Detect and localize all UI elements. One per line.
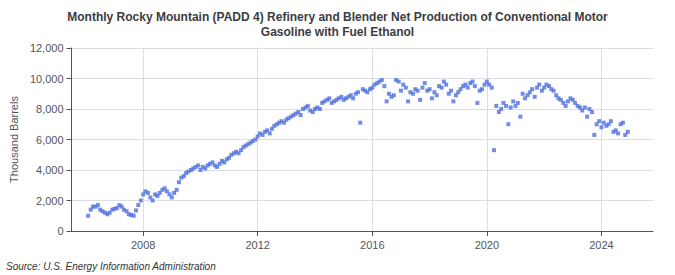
svg-text:10,000: 10,000: [30, 73, 64, 85]
svg-text:2012: 2012: [245, 239, 269, 251]
svg-text:Thousand Barrels: Thousand Barrels: [8, 96, 20, 183]
svg-text:Source: U.S. Energy Informatio: Source: U.S. Energy Information Administ…: [6, 261, 216, 272]
svg-text:0: 0: [57, 225, 63, 237]
svg-text:Gasoline with Fuel Ethanol: Gasoline with Fuel Ethanol: [261, 25, 414, 39]
svg-text:2016: 2016: [360, 239, 384, 251]
svg-text:2008: 2008: [131, 239, 155, 251]
svg-text:Monthly Rocky Mountain (PADD 4: Monthly Rocky Mountain (PADD 4) Refinery…: [67, 10, 608, 24]
svg-text:4,000: 4,000: [36, 164, 64, 176]
svg-text:6,000: 6,000: [36, 134, 64, 146]
svg-text:2024: 2024: [589, 239, 613, 251]
svg-text:12,000: 12,000: [30, 42, 64, 54]
svg-text:8,000: 8,000: [36, 103, 64, 115]
svg-text:2020: 2020: [475, 239, 499, 251]
svg-text:2,000: 2,000: [36, 195, 64, 207]
